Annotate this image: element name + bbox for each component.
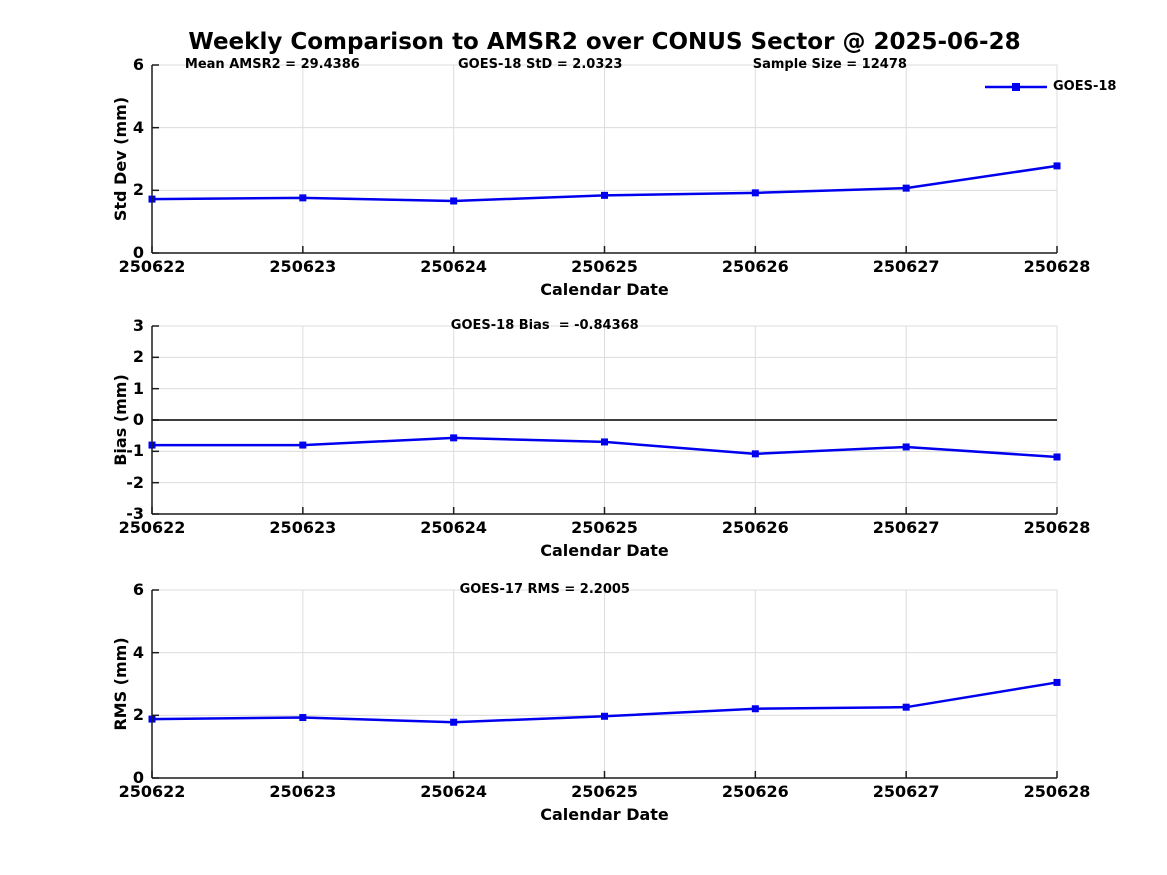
series-marker	[601, 712, 608, 720]
page-title: Weekly Comparison to AMSR2 over CONUS Se…	[188, 29, 1021, 55]
y-tick-label: 2	[132, 705, 144, 725]
y-tick-label: 4	[132, 642, 144, 662]
x-tick-label: 250628	[1023, 518, 1091, 537]
series-marker	[601, 438, 608, 446]
annotation: GOES-17 RMS = 2.2005	[459, 582, 630, 597]
x-tick-label: 250626	[721, 518, 789, 537]
x-tick-label: 250623	[269, 782, 337, 801]
annotation: GOES-18 Bias = -0.84368	[450, 318, 639, 333]
y-axis-title: RMS (mm)	[111, 637, 130, 731]
x-tick-label: 250626	[721, 257, 789, 276]
y-axis-title: Std Dev (mm)	[111, 96, 130, 222]
x-tick-label: 250628	[1023, 782, 1091, 801]
y-tick-label: -1	[126, 441, 144, 461]
y-tick-label: 3	[132, 316, 144, 335]
y-tick-label: 4	[132, 117, 144, 137]
series-marker	[299, 714, 307, 722]
y-tick-label: 0	[132, 410, 144, 429]
series-marker	[902, 703, 910, 711]
x-tick-label: 250626	[721, 782, 789, 801]
series-marker	[1053, 453, 1061, 461]
series-marker	[601, 191, 608, 199]
y-tick-label: 6	[132, 55, 144, 74]
series-marker	[902, 443, 910, 451]
x-tick-label: 250622	[118, 257, 186, 276]
legend-marker-sample	[1012, 83, 1020, 91]
annotation: Sample Size = 12478	[752, 57, 907, 72]
series-marker	[751, 450, 759, 458]
y-tick-label: 2	[132, 347, 144, 367]
x-tick-label: 250625	[571, 518, 638, 537]
series-marker	[450, 718, 458, 726]
x-tick-label: 250622	[118, 782, 186, 801]
y-tick-label: 0	[132, 243, 144, 262]
x-axis-title: Calendar Date	[540, 280, 669, 299]
annotation: GOES-18 StD = 2.0323	[458, 57, 623, 72]
x-tick-label: 250622	[118, 518, 186, 537]
x-tick-label: 250627	[872, 257, 940, 276]
series-marker	[450, 197, 458, 205]
x-axis-title: Calendar Date	[540, 805, 669, 824]
series-marker	[902, 184, 910, 192]
x-tick-label: 250627	[872, 518, 940, 537]
y-tick-label: 2	[132, 180, 144, 200]
x-tick-label: 250624	[420, 518, 488, 537]
legend-label: GOES-18	[1053, 79, 1117, 94]
x-tick-label: 250625	[571, 257, 638, 276]
x-tick-label: 250623	[269, 518, 337, 537]
series-marker	[1053, 678, 1061, 686]
series-marker	[751, 705, 759, 713]
x-tick-label: 250625	[571, 782, 638, 801]
y-tick-label: -2	[126, 472, 144, 492]
y-tick-label: 0	[132, 768, 144, 787]
y-tick-label: 1	[132, 378, 144, 398]
x-tick-label: 250624	[420, 257, 488, 276]
x-axis-title: Calendar Date	[540, 541, 669, 560]
series-marker	[751, 189, 759, 197]
y-tick-label: -3	[126, 504, 144, 523]
x-tick-label: 250623	[269, 257, 337, 276]
series-marker	[299, 194, 307, 202]
series-marker	[450, 434, 458, 442]
series-marker	[1053, 162, 1061, 170]
series-marker	[299, 441, 307, 449]
x-tick-label: 250624	[420, 782, 488, 801]
x-tick-label: 250628	[1023, 257, 1091, 276]
x-tick-label: 250627	[872, 782, 940, 801]
y-tick-label: 6	[132, 580, 144, 599]
annotation: Mean AMSR2 = 29.4386	[184, 57, 360, 72]
y-axis-title: Bias (mm)	[111, 374, 130, 466]
